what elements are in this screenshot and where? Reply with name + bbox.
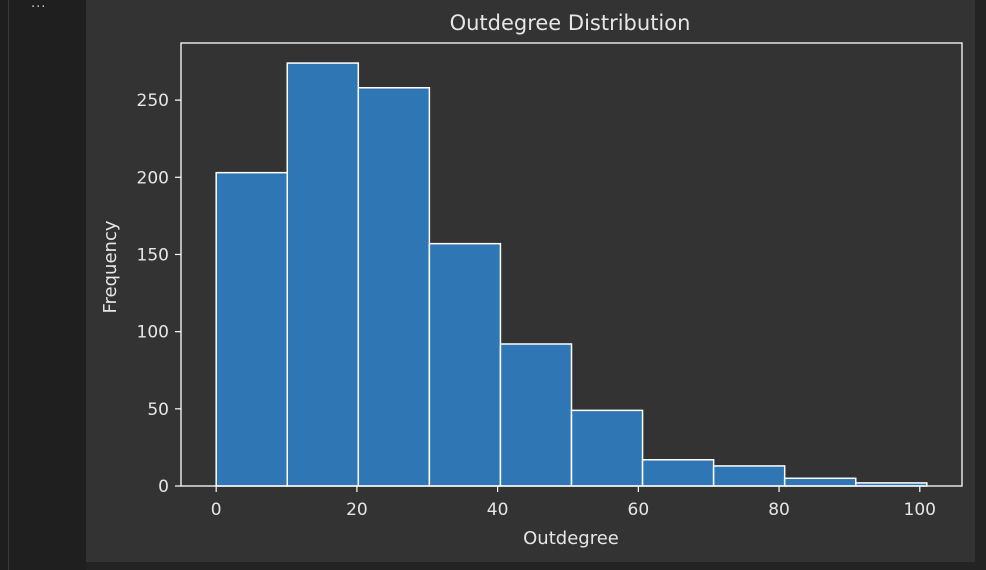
- histogram-bar: [215, 171, 288, 487]
- y-tick-label: 0: [158, 477, 169, 497]
- y-tick-label: 100: [137, 323, 169, 343]
- bars-group: [215, 62, 928, 487]
- x-tick-label: 0: [211, 500, 222, 520]
- bottom-edge: [86, 562, 975, 570]
- x-tick-label: 20: [346, 500, 368, 520]
- histogram-bar: [286, 62, 360, 487]
- x-tick-label: 80: [768, 500, 790, 520]
- scroll-edge: [975, 0, 986, 570]
- x-tick-label: 60: [628, 500, 650, 520]
- histogram-bar: [641, 459, 715, 487]
- histogram-bar: [357, 87, 431, 487]
- histogram-bar: [499, 343, 573, 487]
- plot-frame: [180, 42, 963, 487]
- y-axis-label: Frequency: [100, 220, 121, 313]
- histogram-bar: [570, 409, 644, 487]
- histogram-bar: [712, 465, 786, 487]
- y-axis-ticks: 0 50 100 150 200 250: [137, 91, 181, 497]
- cell-output: Outdegree Distribution 0 20 40 60 80 100 0 50 1…: [86, 0, 975, 562]
- x-axis-label: Outdegree: [523, 528, 619, 549]
- chart-title: Outdegree Distribution: [450, 11, 691, 35]
- y-tick-label: 150: [137, 245, 169, 265]
- histogram-bar: [428, 242, 502, 487]
- y-tick-label: 250: [137, 91, 169, 111]
- histogram-chart: Outdegree Distribution 0 20 40 60 80 100 0 50 1…: [100, 11, 963, 549]
- x-tick-label: 100: [904, 500, 936, 520]
- collapse-output-button[interactable]: ...: [31, 0, 47, 11]
- cell-gutter: ...: [8, 0, 87, 570]
- histogram-bar: [783, 477, 857, 487]
- y-tick-label: 200: [137, 168, 169, 188]
- y-tick-label: 50: [147, 400, 169, 420]
- x-tick-label: 40: [487, 500, 509, 520]
- x-axis-ticks: 0 20 40 60 80 100: [211, 486, 936, 520]
